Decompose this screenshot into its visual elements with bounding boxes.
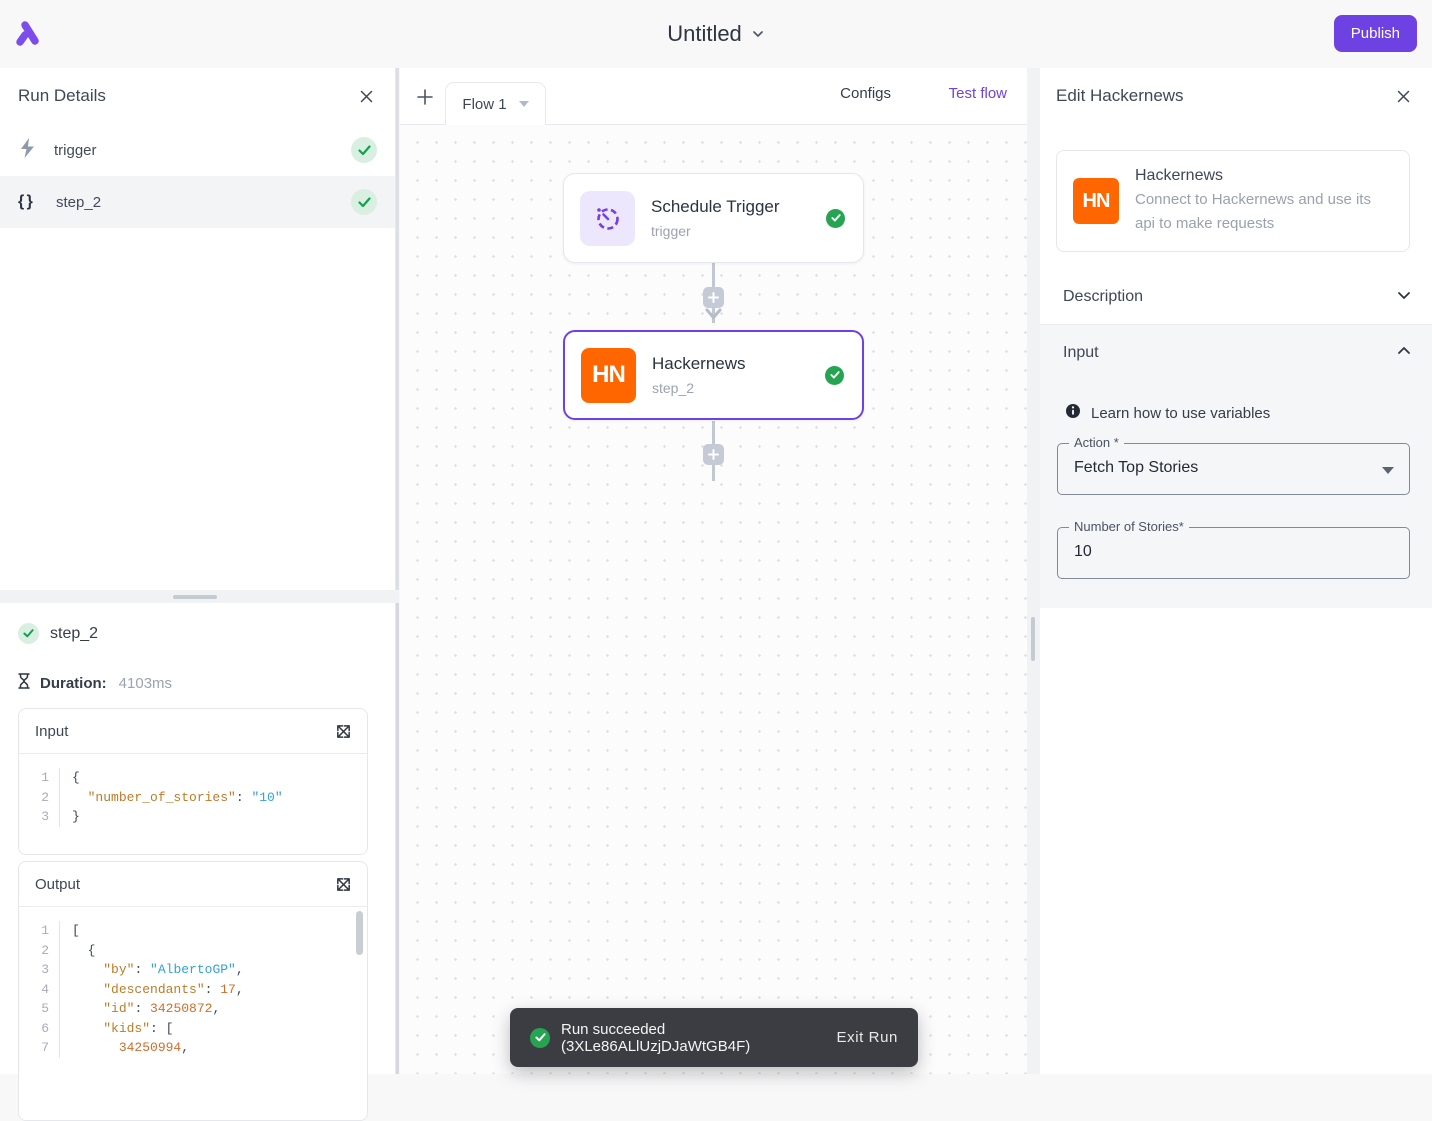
close-icon[interactable] (1392, 85, 1414, 107)
toast-message: Run succeeded (3XLe86ALlUzjDJaWtGB4F) (561, 1020, 751, 1055)
success-check-icon (826, 208, 845, 228)
scrollbar-thumb[interactable] (396, 603, 399, 1074)
accordion-label: Input (1063, 344, 1099, 361)
success-check-icon (351, 137, 377, 163)
chevron-up-icon (1396, 343, 1412, 364)
output-card: Output 1[2 {3 "by": "AlbertoGP", 4 "desce… (18, 861, 368, 1121)
edit-step-panel: Edit Hackernews HN Hackernews Connect to… (1040, 68, 1432, 1074)
number-of-stories-input[interactable]: Number of Stories* 10 (1057, 519, 1410, 579)
field-label: Action * (1069, 435, 1124, 450)
success-check-icon (351, 189, 377, 215)
learn-variables-label: Learn how to use variables (1091, 405, 1271, 422)
field-value: Fetch Top Stories (1074, 459, 1199, 476)
flow-title[interactable]: Untitled (667, 21, 742, 46)
configs-button[interactable]: Configs (840, 85, 891, 102)
duration-label: Duration: (40, 675, 107, 692)
learn-variables-link[interactable]: Learn how to use variables (1065, 403, 1270, 424)
field-value: 10 (1074, 543, 1092, 560)
field-label: Number of Stories* (1069, 519, 1189, 534)
piece-name: Hackernews (1135, 166, 1224, 184)
node-title: Schedule Trigger (651, 197, 780, 216)
vertical-panel-divider[interactable] (1027, 68, 1040, 1074)
expand-icon[interactable] (333, 721, 353, 741)
expand-icon[interactable] (333, 874, 353, 894)
action-select[interactable]: Action * Fetch Top Stories (1057, 435, 1410, 495)
step-details-panel: step_2 Duration: 4103ms Input 1{2 "numbe… (0, 603, 396, 1121)
run-status-toast: Run succeeded (3XLe86ALlUzjDJaWtGB4F) Ex… (510, 1008, 918, 1067)
output-code-block[interactable]: 1[2 {3 "by": "AlbertoGP", 4 "descendants"… (19, 907, 367, 1068)
run-step-trigger[interactable]: trigger (0, 124, 395, 176)
input-code-block[interactable]: 1{2 "number_of_stories": "10" 3} (19, 754, 367, 837)
input-accordion[interactable]: Input (1040, 325, 1432, 381)
top-bar: Untitled Publish (0, 0, 1432, 68)
description-accordion[interactable]: Description (1040, 270, 1432, 324)
tab-flow-1[interactable]: Flow 1 (445, 82, 546, 125)
piece-description: Connect to Hackernews and use its api to… (1135, 190, 1371, 232)
add-step-button[interactable] (703, 444, 724, 465)
flow-canvas[interactable]: Schedule Trigger trigger HN Hackernews s… (400, 125, 1027, 1074)
add-flow-icon[interactable] (414, 86, 436, 108)
node-hackernews[interactable]: HN Hackernews step_2 (563, 330, 864, 420)
panel-resize-handle[interactable] (396, 68, 399, 590)
scrollbar-thumb[interactable] (356, 911, 363, 955)
arrow-down-icon (705, 307, 722, 325)
hourglass-icon (16, 672, 32, 695)
run-step-label: trigger (54, 141, 97, 159)
drag-handle[interactable] (1031, 617, 1035, 661)
hackernews-icon: HN (1073, 178, 1119, 224)
chevron-down-icon[interactable] (751, 27, 765, 41)
run-details-panel: Run Details trigger { } step_2 (0, 68, 396, 590)
tab-label: Flow 1 (462, 95, 507, 113)
input-section: Input Learn how to use variables Action … (1040, 324, 1432, 608)
node-schedule-trigger[interactable]: Schedule Trigger trigger (563, 173, 864, 263)
timer-icon (580, 190, 635, 246)
duration-value: 4103ms (118, 675, 173, 692)
info-icon (1065, 403, 1081, 424)
hackernews-icon: HN (581, 347, 636, 403)
flow-tab-bar: Flow 1 Configs Test flow (400, 68, 1027, 125)
chevron-down-icon (1396, 287, 1412, 308)
accordion-label: Description (1063, 288, 1144, 305)
input-card-title: Input (35, 722, 69, 740)
node-title: Hackernews (652, 354, 746, 373)
success-check-icon (18, 623, 39, 644)
input-card: Input 1{2 "number_of_stories": "10" 3} (18, 708, 368, 855)
node-subtitle: trigger (651, 223, 691, 239)
edit-panel-title: Edit Hackernews (1056, 86, 1184, 105)
node-subtitle: step_2 (652, 380, 695, 396)
output-card-title: Output (35, 875, 81, 893)
braces-icon: { } (18, 193, 33, 210)
drag-handle[interactable] (173, 595, 217, 599)
publish-button[interactable]: Publish (1333, 15, 1417, 52)
dropdown-arrow-icon (1382, 467, 1394, 474)
success-check-icon (530, 1027, 550, 1048)
step-name: step_2 (50, 624, 99, 642)
exit-run-button[interactable]: Exit Run (836, 1029, 898, 1046)
run-details-title: Run Details (18, 86, 106, 105)
horizontal-panel-divider[interactable] (0, 590, 399, 603)
run-step-step2[interactable]: { } step_2 (0, 176, 395, 228)
close-icon[interactable] (355, 85, 377, 107)
success-check-icon (825, 365, 844, 385)
piece-info-card: HN Hackernews Connect to Hackernews and … (1056, 150, 1410, 252)
lightning-icon (18, 137, 38, 164)
add-step-button[interactable] (703, 287, 724, 308)
chevron-down-icon[interactable] (518, 101, 529, 107)
activepieces-logo-icon (12, 18, 44, 50)
run-step-label: step_2 (56, 193, 102, 211)
test-flow-button[interactable]: Test flow (948, 85, 1007, 102)
